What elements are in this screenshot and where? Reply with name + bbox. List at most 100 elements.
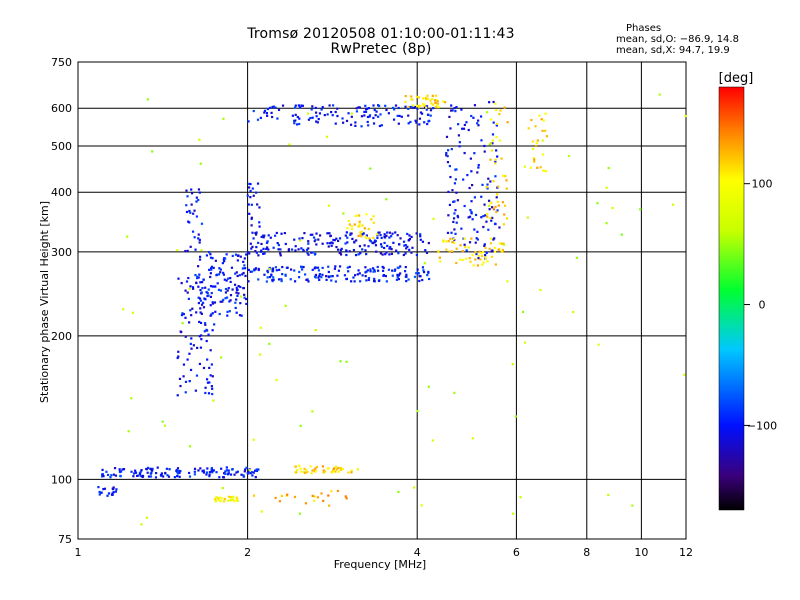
data-point: [404, 105, 407, 108]
data-point: [542, 119, 545, 122]
data-point: [201, 301, 205, 304]
data-point: [251, 245, 254, 248]
data-point: [488, 143, 491, 146]
data-point: [284, 273, 287, 276]
data-point: [463, 237, 466, 240]
data-point: [235, 291, 238, 294]
data-point: [502, 223, 505, 226]
data-point: [294, 119, 297, 122]
data-point: [367, 106, 370, 110]
data-point: [347, 471, 350, 474]
y-tick-label: 400: [51, 186, 72, 199]
data-point: [332, 238, 335, 242]
data-point: [323, 114, 326, 117]
data-point: [611, 206, 614, 210]
data-point: [336, 114, 339, 118]
data-point: [449, 175, 452, 179]
data-point: [597, 343, 600, 346]
data-point: [257, 278, 260, 281]
data-point: [298, 512, 301, 515]
data-point: [463, 204, 466, 208]
data-point: [296, 123, 299, 126]
data-point: [347, 270, 350, 273]
data-point: [314, 467, 317, 470]
data-point: [435, 94, 438, 97]
data-point: [231, 288, 234, 291]
data-point: [330, 279, 333, 282]
data-point: [683, 373, 686, 376]
data-point: [432, 217, 435, 220]
data-point: [472, 264, 475, 267]
data-point: [497, 204, 500, 207]
data-point: [350, 232, 353, 235]
data-point: [156, 466, 159, 469]
data-point: [195, 281, 198, 285]
data-point: [238, 274, 241, 277]
data-point: [214, 285, 217, 288]
data-point: [374, 240, 377, 243]
data-point: [449, 237, 452, 240]
data-point: [132, 475, 135, 478]
data-point: [274, 496, 277, 500]
data-point: [350, 225, 353, 228]
data-point: [476, 171, 479, 174]
data-point: [242, 286, 245, 290]
data-point: [372, 236, 375, 239]
data-point: [194, 248, 197, 251]
data-point: [235, 498, 239, 502]
data-point: [306, 470, 309, 474]
data-point: [456, 214, 459, 218]
data-point: [409, 120, 412, 124]
data-point: [215, 273, 219, 276]
data-point: [188, 379, 191, 383]
data-point: [425, 251, 429, 254]
data-point: [469, 208, 472, 212]
data-point: [359, 233, 362, 236]
data-point: [404, 243, 407, 247]
data-point: [248, 252, 251, 255]
data-point: [221, 300, 224, 303]
data-point: [486, 187, 489, 190]
data-point: [237, 254, 240, 257]
data-point: [160, 474, 163, 477]
data-point: [355, 107, 358, 110]
data-point: [395, 249, 398, 252]
data-point: [266, 271, 270, 274]
data-point: [377, 269, 380, 272]
data-point: [234, 253, 238, 256]
data-point: [225, 253, 228, 256]
data-point: [353, 241, 356, 244]
data-point: [194, 389, 197, 392]
data-point: [375, 250, 378, 253]
data-point: [331, 275, 334, 278]
data-point: [300, 104, 303, 107]
data-point: [450, 148, 453, 151]
data-point: [457, 134, 461, 137]
data-point: [490, 237, 493, 240]
data-point: [220, 467, 223, 470]
data-point: [328, 104, 331, 107]
data-point: [459, 244, 462, 247]
data-point: [230, 266, 234, 269]
data-point: [488, 204, 491, 207]
data-point: [184, 249, 187, 253]
data-point: [279, 254, 282, 257]
data-point: [235, 286, 238, 289]
x-tick-label: 10: [634, 546, 648, 559]
phases-o-stats: mean, sd,O: −86.9, 14.8: [616, 34, 739, 45]
data-point: [132, 472, 136, 475]
data-point: [189, 309, 192, 312]
data-point: [334, 470, 337, 473]
data-point: [224, 472, 227, 476]
data-point: [364, 110, 368, 113]
data-point: [488, 208, 491, 211]
data-point: [530, 118, 533, 122]
data-point: [204, 298, 207, 301]
data-point: [209, 267, 213, 270]
data-point: [396, 275, 399, 279]
data-point: [266, 114, 269, 117]
data-point: [232, 495, 235, 498]
data-point: [234, 272, 237, 275]
data-point: [407, 122, 410, 125]
data-point: [492, 238, 495, 241]
